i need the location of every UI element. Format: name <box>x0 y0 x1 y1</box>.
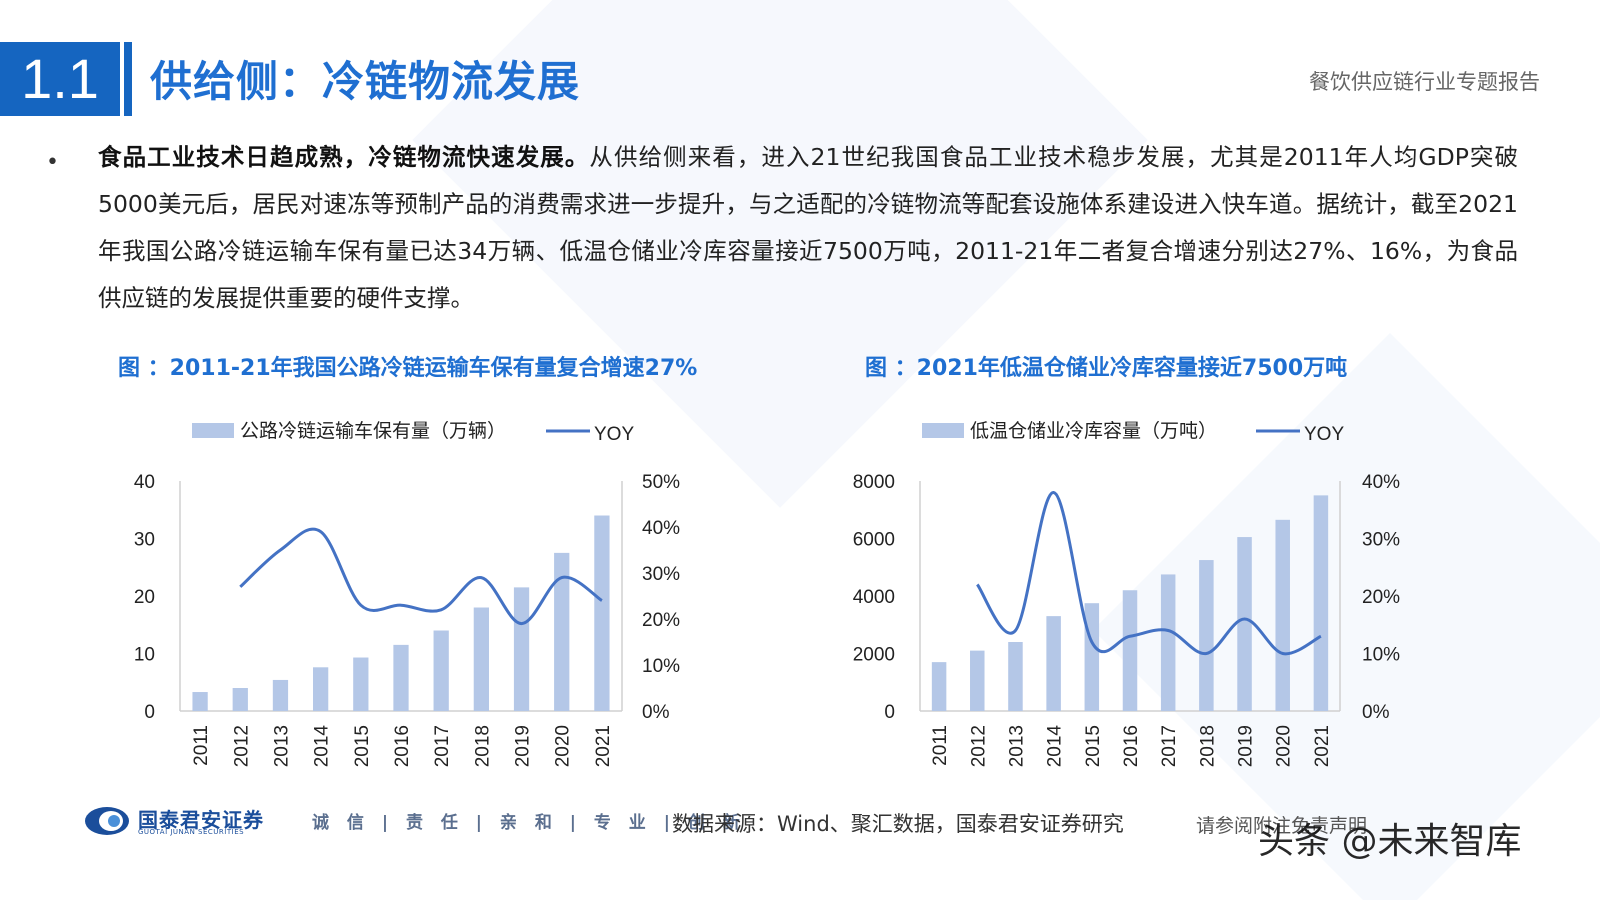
x-tick-label: 2021 <box>1312 725 1333 767</box>
yoy-line <box>976 490 1322 656</box>
x-tick-label: 2019 <box>513 725 534 767</box>
slogan: 诚 信 | 责 任 | 亲 和 | 专 业 | 创 新 <box>312 813 746 833</box>
legend-label-line: YOY <box>1304 424 1344 445</box>
bar <box>192 692 208 711</box>
bar <box>473 607 489 711</box>
bar <box>1084 603 1100 711</box>
report-name: 餐饮供应链行业专题报告 <box>1309 70 1540 94</box>
y-left-tick-label: 4000 <box>853 587 895 608</box>
disclaimer: 请参阅附注免责声明 <box>1196 815 1368 837</box>
watermark: 头条 @未来智库 <box>1258 821 1522 862</box>
x-tick-label: 2020 <box>1274 725 1295 767</box>
logo-text: 国泰君安证券 <box>138 808 264 832</box>
x-tick-label: 2015 <box>1083 725 1104 767</box>
figure-2-title: 图 ：2021年低温仓储业冷库容量接近7500万吨 <box>865 356 1348 381</box>
y-left-tick-label: 40 <box>134 472 155 493</box>
x-tick-label: 2019 <box>1236 725 1257 767</box>
yoy-line <box>239 527 603 626</box>
y-right-tick-label: 0% <box>1362 702 1390 723</box>
legend-swatch-bar <box>192 423 234 438</box>
bar <box>554 552 570 711</box>
y-left-tick-label: 30 <box>134 530 155 551</box>
body-text: 从供给侧来看，进入21世纪我国食品工业技术稳步发展，尤其是2011年人均GDP突… <box>98 143 1519 312</box>
bar <box>1313 495 1329 711</box>
y-left-tick-label: 0 <box>144 702 155 723</box>
x-tick-label: 2015 <box>352 725 373 767</box>
bullet-icon: • <box>46 150 59 175</box>
legend-label-bar: 公路冷链运输车保有量（万辆） <box>240 420 506 442</box>
legend-label-bar: 低温仓储业冷库容量（万吨） <box>970 420 1217 442</box>
bar <box>272 679 289 711</box>
bar <box>232 688 248 711</box>
bar <box>594 515 610 711</box>
bar <box>433 630 449 711</box>
y-right-tick-label: 20% <box>1362 587 1400 608</box>
section-number: 1.1 <box>0 42 120 116</box>
figure-1-title: 图 ：2011-21年我国公路冷链运输车保有量复合增速27% <box>118 356 698 381</box>
y-left-tick-label: 10 <box>134 645 155 666</box>
logo-subtext: GUOTAI JUNAN SECURITIES <box>138 828 245 836</box>
y-right-tick-label: 50% <box>642 472 680 493</box>
bar <box>1160 574 1176 711</box>
x-tick-label: 2013 <box>271 725 292 767</box>
x-tick-label: 2013 <box>1006 725 1027 767</box>
logo-icon <box>85 807 129 835</box>
y-left-tick-label: 2000 <box>853 645 895 666</box>
company-logo: 国泰君安证券 GUOTAI JUNAN SECURITIES <box>84 802 304 842</box>
x-tick-label: 2018 <box>1197 725 1218 767</box>
bar <box>1199 560 1214 711</box>
bar <box>513 587 530 711</box>
body-paragraph: 食品工业技术日趋成熟，冷链物流快速发展。从供给侧来看，进入21世纪我国食品工业技… <box>98 134 1518 322</box>
legend-swatch-bar <box>922 423 964 438</box>
x-tick-label: 2012 <box>231 725 252 767</box>
x-tick-label: 2012 <box>968 725 989 767</box>
y-right-tick-label: 10% <box>1362 645 1400 666</box>
y-right-tick-label: 10% <box>642 656 680 677</box>
y-left-tick-label: 8000 <box>853 472 895 493</box>
y-left-tick-label: 6000 <box>853 530 895 551</box>
y-left-tick-label: 20 <box>134 587 155 608</box>
section-divider <box>124 42 132 116</box>
x-tick-label: 2018 <box>472 725 493 767</box>
x-tick-label: 2017 <box>432 725 453 767</box>
bar <box>313 667 329 711</box>
bar <box>1122 590 1138 711</box>
bar <box>353 657 369 711</box>
bar <box>1237 537 1252 711</box>
x-tick-label: 2011 <box>930 725 951 766</box>
x-tick-label: 2014 <box>1045 725 1066 768</box>
x-tick-label: 2016 <box>1121 725 1142 767</box>
x-tick-label: 2020 <box>553 725 574 767</box>
page-header: 1.1 供给侧：冷链物流发展 餐饮供应链行业专题报告 <box>0 40 1600 120</box>
bar <box>1275 519 1290 711</box>
y-right-tick-label: 0% <box>642 702 670 723</box>
page-title: 供给侧：冷链物流发展 <box>150 57 581 106</box>
y-right-tick-label: 40% <box>1362 472 1400 493</box>
lead-sentence: 食品工业技术日趋成熟，冷链物流快速发展。 <box>98 143 590 171</box>
x-tick-label: 2021 <box>593 725 614 767</box>
legend-label-line: YOY <box>594 424 634 445</box>
data-source: 数据来源：Wind、聚汇数据，国泰君安证券研究 <box>672 812 1124 836</box>
x-tick-label: 2014 <box>312 725 333 768</box>
x-tick-label: 2011 <box>191 725 212 766</box>
bar <box>1008 642 1023 711</box>
x-tick-label: 2016 <box>392 725 413 767</box>
y-left-tick-label: 0 <box>884 702 895 723</box>
bar <box>1046 616 1061 711</box>
bar <box>931 662 947 711</box>
bar <box>393 644 409 711</box>
bar <box>970 650 985 711</box>
y-right-tick-label: 30% <box>642 564 680 585</box>
x-tick-label: 2017 <box>1159 725 1180 767</box>
y-right-tick-label: 20% <box>642 610 680 631</box>
y-right-tick-label: 40% <box>642 518 680 539</box>
y-right-tick-label: 30% <box>1362 530 1400 551</box>
